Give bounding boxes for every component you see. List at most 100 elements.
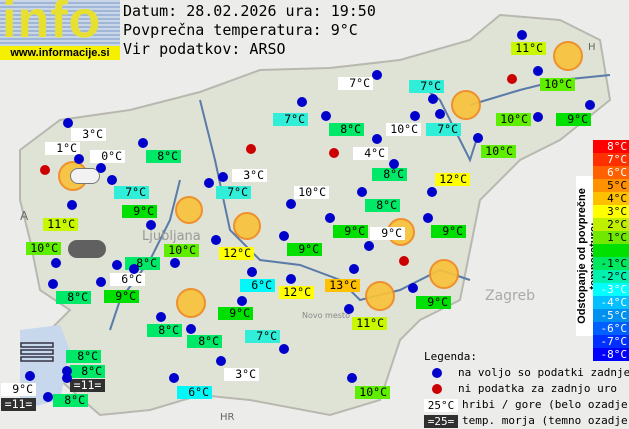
station-dot[interactable] bbox=[74, 154, 84, 164]
station-dot[interactable] bbox=[423, 213, 433, 223]
station-dot[interactable] bbox=[138, 138, 148, 148]
station-temperature: 9°C bbox=[218, 307, 253, 320]
station-dot[interactable] bbox=[286, 199, 296, 209]
station-temperature: 9°C bbox=[122, 205, 157, 218]
station-temperature: 12°C bbox=[279, 286, 314, 299]
station-dot[interactable] bbox=[435, 109, 445, 119]
colorbar-step: 8°C bbox=[593, 140, 629, 153]
station-temperature: 3°C bbox=[224, 368, 259, 381]
station-dot[interactable] bbox=[156, 312, 166, 322]
station-dot[interactable] bbox=[321, 111, 331, 121]
station-temperature: 13°C bbox=[325, 279, 360, 292]
station-dot[interactable] bbox=[169, 373, 179, 383]
station-dot[interactable] bbox=[204, 178, 214, 188]
station-temperature: 8°C bbox=[365, 199, 400, 212]
logo-url[interactable]: www.informacije.si bbox=[0, 46, 120, 60]
station-no-data-dot[interactable] bbox=[40, 165, 50, 175]
station-dot[interactable] bbox=[62, 366, 72, 376]
station-dot[interactable] bbox=[107, 175, 117, 185]
station-dot[interactable] bbox=[237, 296, 247, 306]
legend-row-mountain: 25°C hribi / gore (belo ozadje) bbox=[424, 397, 629, 413]
station-dot[interactable] bbox=[216, 356, 226, 366]
station-dot[interactable] bbox=[533, 66, 543, 76]
station-dot[interactable] bbox=[357, 187, 367, 197]
station-dot[interactable] bbox=[349, 264, 359, 274]
data-source: Vir podatkov: ARSO bbox=[123, 40, 286, 58]
station-temperature: 4°C bbox=[353, 147, 388, 160]
station-dot[interactable] bbox=[211, 235, 221, 245]
station-dot[interactable] bbox=[533, 112, 543, 122]
station-temperature: 9°C bbox=[104, 290, 139, 303]
station-temperature: =11= bbox=[1, 398, 36, 411]
station-dot[interactable] bbox=[146, 220, 156, 230]
station-no-data-dot[interactable] bbox=[246, 144, 256, 154]
station-dot[interactable] bbox=[517, 30, 527, 40]
red-dot-icon bbox=[432, 384, 442, 394]
station-dot[interactable] bbox=[279, 344, 289, 354]
station-dot[interactable] bbox=[279, 231, 289, 241]
station-dot[interactable] bbox=[410, 111, 420, 121]
station-dot[interactable] bbox=[247, 267, 257, 277]
station-temperature: 9°C bbox=[431, 225, 466, 238]
station-dot[interactable] bbox=[96, 277, 106, 287]
station-dot[interactable] bbox=[63, 118, 73, 128]
station-dot[interactable] bbox=[372, 70, 382, 80]
station-temperature: 10°C bbox=[481, 145, 516, 158]
colorbar-step: 3°C bbox=[593, 205, 629, 218]
station-no-data-dot[interactable] bbox=[507, 74, 517, 84]
station-no-data-dot[interactable] bbox=[329, 148, 339, 158]
dark-cloud-icon bbox=[68, 240, 106, 258]
station-temperature: 9°C bbox=[1, 383, 36, 396]
station-dot[interactable] bbox=[428, 94, 438, 104]
station-dot[interactable] bbox=[186, 324, 196, 334]
colorbar-step: -1°C bbox=[593, 257, 629, 270]
station-dot[interactable] bbox=[67, 200, 77, 210]
station-dot[interactable] bbox=[96, 163, 106, 173]
station-temperature: 11°C bbox=[511, 42, 546, 55]
legend-text: temp. morja (temno ozadje) bbox=[462, 414, 629, 427]
station-dot[interactable] bbox=[585, 100, 595, 110]
station-dot[interactable] bbox=[43, 392, 53, 402]
station-dot[interactable] bbox=[408, 283, 418, 293]
station-dot[interactable] bbox=[51, 258, 61, 268]
station-dot[interactable] bbox=[129, 264, 139, 274]
sun-icon bbox=[365, 281, 395, 311]
station-dot[interactable] bbox=[347, 373, 357, 383]
station-dot[interactable] bbox=[389, 159, 399, 169]
legend-row-sea: =25= temp. morja (temno ozadje) bbox=[424, 413, 629, 429]
fog-icon bbox=[20, 342, 54, 362]
colorbar-step: 7°C bbox=[593, 153, 629, 166]
station-dot[interactable] bbox=[112, 260, 122, 270]
station-dot[interactable] bbox=[170, 258, 180, 268]
logo[interactable]: info www.informacije.si bbox=[0, 0, 120, 60]
station-dot[interactable] bbox=[344, 304, 354, 314]
sun-icon bbox=[553, 41, 583, 71]
station-temperature: 6°C bbox=[110, 273, 145, 286]
station-temperature: 9°C bbox=[556, 113, 591, 126]
station-dot[interactable] bbox=[372, 134, 382, 144]
station-temperature: 8°C bbox=[53, 394, 88, 407]
station-dot[interactable] bbox=[62, 373, 72, 383]
station-dot[interactable] bbox=[473, 133, 483, 143]
map-label-novo-mesto: Novo mesto bbox=[302, 311, 350, 320]
station-temperature: 10°C bbox=[496, 113, 531, 126]
station-dot[interactable] bbox=[427, 187, 437, 197]
station-dot[interactable] bbox=[286, 274, 296, 284]
station-dot[interactable] bbox=[48, 279, 58, 289]
station-dot[interactable] bbox=[297, 97, 307, 107]
station-temperature: 7°C bbox=[338, 77, 373, 90]
legend: Legenda: na voljo so podatki zadnje ure … bbox=[424, 349, 629, 429]
legend-sample: =25= bbox=[424, 415, 458, 428]
station-temperature: 8°C bbox=[146, 150, 181, 163]
sun-icon bbox=[429, 259, 459, 289]
station-dot[interactable] bbox=[325, 213, 335, 223]
colorbar-step bbox=[593, 244, 629, 257]
station-temperature: 6°C bbox=[177, 386, 212, 399]
logo-text: info bbox=[2, 0, 102, 49]
station-dot[interactable] bbox=[25, 371, 35, 381]
station-no-data-dot[interactable] bbox=[399, 256, 409, 266]
station-temperature: 8°C bbox=[56, 291, 91, 304]
station-dot[interactable] bbox=[218, 172, 228, 182]
station-dot[interactable] bbox=[364, 241, 374, 251]
station-temperature: 8°C bbox=[147, 324, 182, 337]
